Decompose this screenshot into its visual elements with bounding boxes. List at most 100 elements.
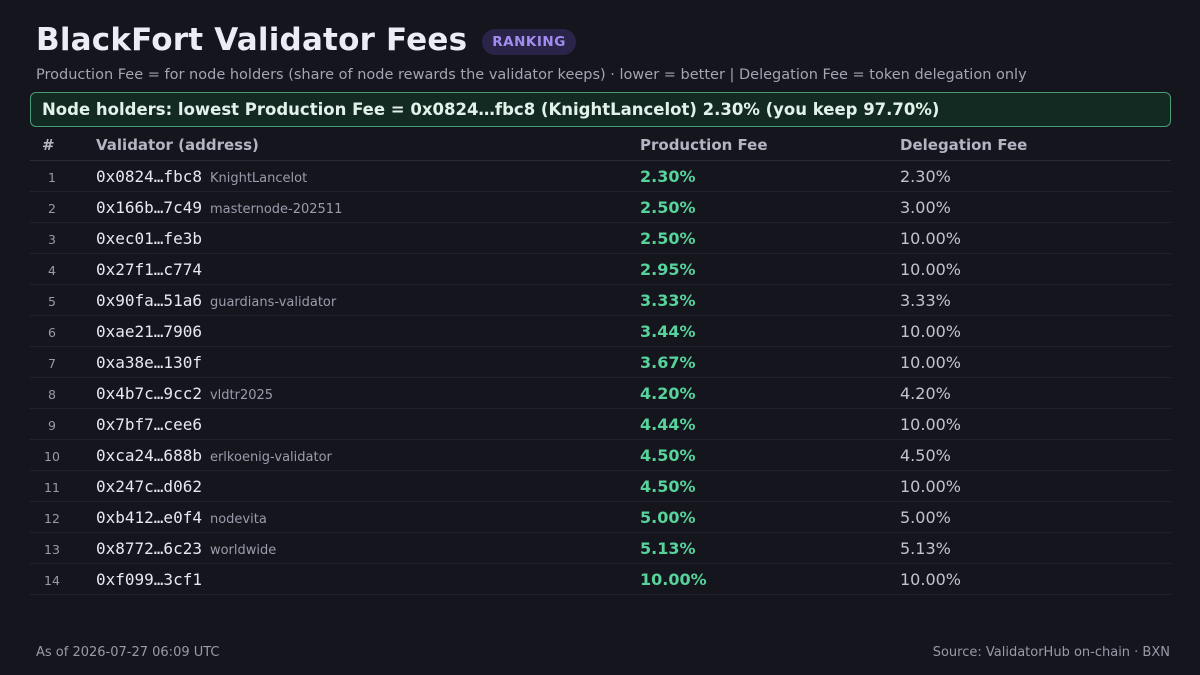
validator-address[interactable]: 0x27f1…c774: [96, 260, 202, 279]
table-row[interactable]: 4 0x27f1…c774 2.95% 10.00%: [30, 254, 1171, 285]
column-header-delegation-fee[interactable]: Delegation Fee: [900, 136, 1028, 154]
data-source: Source: ValidatorHub on-chain · BXN: [932, 645, 1170, 660]
validator-address[interactable]: 0xae21…7906: [96, 322, 202, 341]
table-row[interactable]: 9 0x7bf7…cee6 4.44% 10.00%: [30, 409, 1171, 440]
validator-cell: 0x247c…d062: [96, 477, 202, 496]
validator-name: worldwide: [209, 543, 277, 558]
production-fee: 10.00%: [640, 570, 707, 589]
validator-name: vldtr2025: [209, 388, 274, 403]
title-row: BlackFort Validator Fees RANKING: [36, 22, 576, 58]
table-row[interactable]: 10 0xca24…688b erlkoenig-validator 4.50% 4.5…: [30, 440, 1171, 471]
table-row[interactable]: 11 0x247c…d062 4.50% 10.00%: [30, 471, 1171, 502]
production-fee: 4.50%: [640, 477, 696, 496]
row-rank: 11: [44, 480, 60, 495]
validator-address[interactable]: 0xca24…688b: [96, 446, 202, 465]
validator-address[interactable]: 0xa38e…130f: [96, 353, 202, 372]
validator-address[interactable]: 0xb412…e0f4: [96, 508, 202, 527]
row-rank: 5: [48, 294, 56, 309]
table-row[interactable]: 1 0x0824…fbc8 KnightLancelot 2.30% 2.30%: [30, 161, 1171, 192]
production-fee: 3.67%: [640, 353, 696, 372]
table-row[interactable]: 8 0x4b7c…9cc2 vldtr2025 4.20% 4.20%: [30, 378, 1171, 409]
table-row[interactable]: 14 0xf099…3cf1 10.00% 10.00%: [30, 564, 1171, 595]
validator-cell: 0xec01…fe3b: [96, 229, 202, 248]
validator-name: nodevita: [209, 512, 267, 527]
column-header-validator[interactable]: Validator (address): [96, 136, 259, 154]
row-rank: 1: [48, 170, 56, 185]
column-header-rank[interactable]: #: [42, 136, 55, 154]
production-fee: 4.50%: [640, 446, 696, 465]
delegation-fee: 10.00%: [900, 353, 962, 372]
validator-cell: 0x27f1…c774: [96, 260, 202, 279]
table-row[interactable]: 6 0xae21…7906 3.44% 10.00%: [30, 316, 1171, 347]
table-row[interactable]: 13 0x8772…6c23 worldwide 5.13% 5.13%: [30, 533, 1171, 564]
validator-table: # Validator (address) Production Fee Del…: [30, 130, 1171, 595]
row-rank: 9: [48, 418, 56, 433]
row-rank: 13: [44, 542, 60, 557]
validator-name: KnightLancelot: [209, 171, 308, 186]
validator-cell: 0x0824…fbc8 KnightLancelot: [96, 167, 307, 186]
delegation-fee: 10.00%: [900, 229, 962, 248]
row-rank: 6: [48, 325, 56, 340]
production-fee: 4.44%: [640, 415, 696, 434]
production-fee: 2.50%: [640, 198, 696, 217]
delegation-fee: 3.33%: [900, 291, 951, 310]
delegation-fee: 10.00%: [900, 477, 962, 496]
validator-address[interactable]: 0x247c…d062: [96, 477, 202, 496]
page-title: BlackFort Validator Fees: [36, 22, 468, 58]
table-body: 1 0x0824…fbc8 KnightLancelot 2.30% 2.30% 2 0x1…: [30, 161, 1171, 595]
column-header-production-fee[interactable]: Production Fee: [640, 136, 768, 154]
table-row[interactable]: 5 0x90fa…51a6 guardians-validator 3.33% 3.33…: [30, 285, 1171, 316]
ranking-badge: RANKING: [482, 29, 576, 55]
table-row[interactable]: 12 0xb412…e0f4 nodevita 5.00% 5.00%: [30, 502, 1171, 533]
delegation-fee: 5.00%: [900, 508, 951, 527]
production-fee: 5.13%: [640, 539, 696, 558]
validator-cell: 0xf099…3cf1: [96, 570, 202, 589]
delegation-fee: 3.00%: [900, 198, 951, 217]
row-rank: 8: [48, 387, 56, 402]
delegation-fee: 4.50%: [900, 446, 951, 465]
row-rank: 14: [44, 573, 60, 588]
validator-name: guardians-validator: [209, 295, 337, 310]
as-of-timestamp: As of 2026-07-27 06:09 UTC: [36, 645, 220, 660]
validator-cell: 0xa38e…130f: [96, 353, 202, 372]
production-fee: 2.95%: [640, 260, 696, 279]
validator-name: masternode-202511: [209, 202, 343, 217]
production-fee: 3.44%: [640, 322, 696, 341]
lowest-fee-banner: Node holders: lowest Production Fee = 0x…: [30, 92, 1171, 127]
delegation-fee: 10.00%: [900, 415, 962, 434]
table-row[interactable]: 2 0x166b…7c49 masternode-202511 2.50% 3.00%: [30, 192, 1171, 223]
delegation-fee: 4.20%: [900, 384, 951, 403]
production-fee: 4.20%: [640, 384, 696, 403]
validator-address[interactable]: 0x90fa…51a6: [96, 291, 202, 310]
validator-cell: 0xb412…e0f4 nodevita: [96, 508, 267, 527]
delegation-fee: 10.00%: [900, 570, 962, 589]
table-row[interactable]: 3 0xec01…fe3b 2.50% 10.00%: [30, 223, 1171, 254]
production-fee: 5.00%: [640, 508, 696, 527]
validator-address[interactable]: 0xec01…fe3b: [96, 229, 202, 248]
row-rank: 4: [48, 263, 56, 278]
row-rank: 7: [48, 356, 56, 371]
row-rank: 10: [44, 449, 60, 464]
row-rank: 2: [48, 201, 56, 216]
row-rank: 3: [48, 232, 56, 247]
production-fee: 3.33%: [640, 291, 696, 310]
production-fee: 2.50%: [640, 229, 696, 248]
production-fee: 2.30%: [640, 167, 696, 186]
validator-address[interactable]: 0x8772…6c23: [96, 539, 202, 558]
delegation-fee: 2.30%: [900, 167, 951, 186]
validator-cell: 0x8772…6c23 worldwide: [96, 539, 276, 558]
table-row[interactable]: 7 0xa38e…130f 3.67% 10.00%: [30, 347, 1171, 378]
validator-name: erlkoenig-validator: [209, 450, 332, 465]
table-header: # Validator (address) Production Fee Del…: [30, 130, 1171, 161]
validator-address[interactable]: 0xf099…3cf1: [96, 570, 202, 589]
page-subtitle: Production Fee = for node holders (share…: [36, 67, 1027, 83]
validator-address[interactable]: 0x7bf7…cee6: [96, 415, 202, 434]
validator-cell: 0xca24…688b erlkoenig-validator: [96, 446, 332, 465]
validator-cell: 0x166b…7c49 masternode-202511: [96, 198, 342, 217]
validator-address[interactable]: 0x4b7c…9cc2: [96, 384, 202, 403]
delegation-fee: 5.13%: [900, 539, 951, 558]
delegation-fee: 10.00%: [900, 322, 962, 341]
validator-address[interactable]: 0x166b…7c49: [96, 198, 202, 217]
validator-address[interactable]: 0x0824…fbc8: [96, 167, 202, 186]
